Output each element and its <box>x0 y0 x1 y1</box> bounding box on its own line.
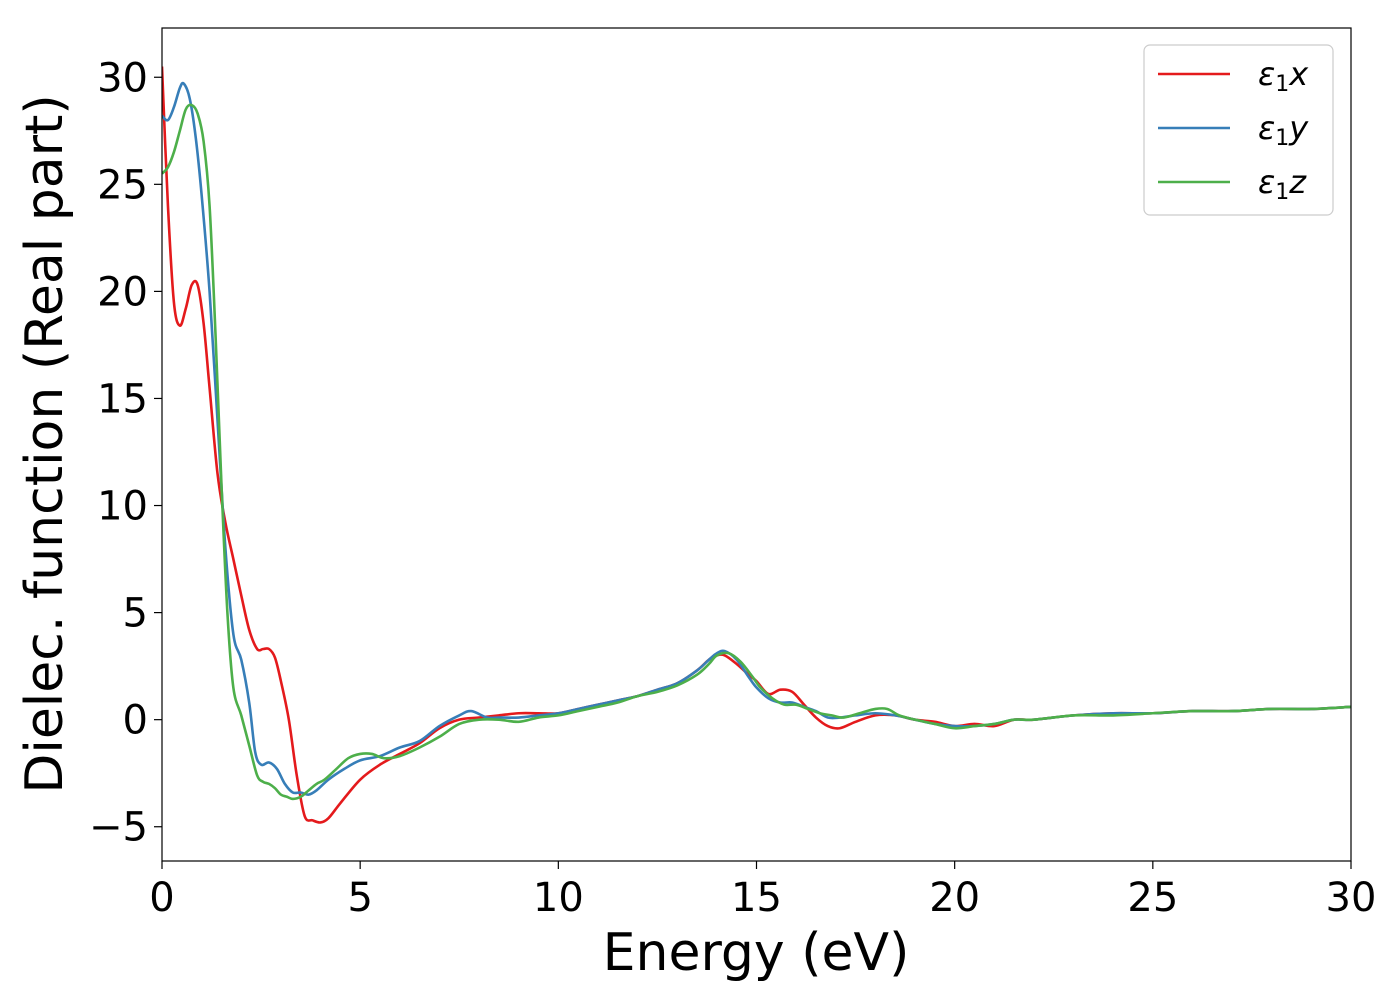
y-axis-label: Dielec. function (Real part) <box>15 94 75 793</box>
x-tick-label: 20 <box>929 875 980 921</box>
series-line-z <box>162 103 1351 801</box>
x-tick-label: 30 <box>1326 875 1377 921</box>
y-axis-ticks: −5 0 5 10 15 20 25 30 <box>89 55 162 851</box>
y-tick-label: 10 <box>97 484 148 530</box>
x-tick-label: 5 <box>347 875 372 921</box>
y-tick-label: 15 <box>97 376 148 422</box>
x-tick-label: 15 <box>731 875 782 921</box>
y-tick-label: 30 <box>97 55 148 101</box>
y-tick-label: 5 <box>123 591 148 637</box>
legend: ε1x ε1y ε1z <box>1143 44 1334 216</box>
y-tick-label: 25 <box>97 162 148 208</box>
x-axis-label: Energy (eV) <box>603 923 910 983</box>
legend-box <box>1143 44 1334 216</box>
x-tick-label: 25 <box>1127 875 1178 921</box>
legend-items: ε1x ε1y ε1z <box>1158 55 1309 205</box>
legend-label-x: ε1x <box>1258 55 1309 97</box>
x-tick-label: 10 <box>533 875 584 921</box>
x-tick-label: 0 <box>149 875 174 921</box>
y-tick-label: −5 <box>89 805 148 851</box>
legend-label-y: ε1y <box>1258 109 1309 151</box>
y-tick-label: 0 <box>123 698 148 744</box>
legend-label-z: ε1z <box>1258 163 1307 205</box>
series-layer <box>162 66 1351 824</box>
x-axis-ticks: 0 5 10 15 20 25 30 <box>149 861 1376 921</box>
y-tick-label: 20 <box>97 269 148 315</box>
